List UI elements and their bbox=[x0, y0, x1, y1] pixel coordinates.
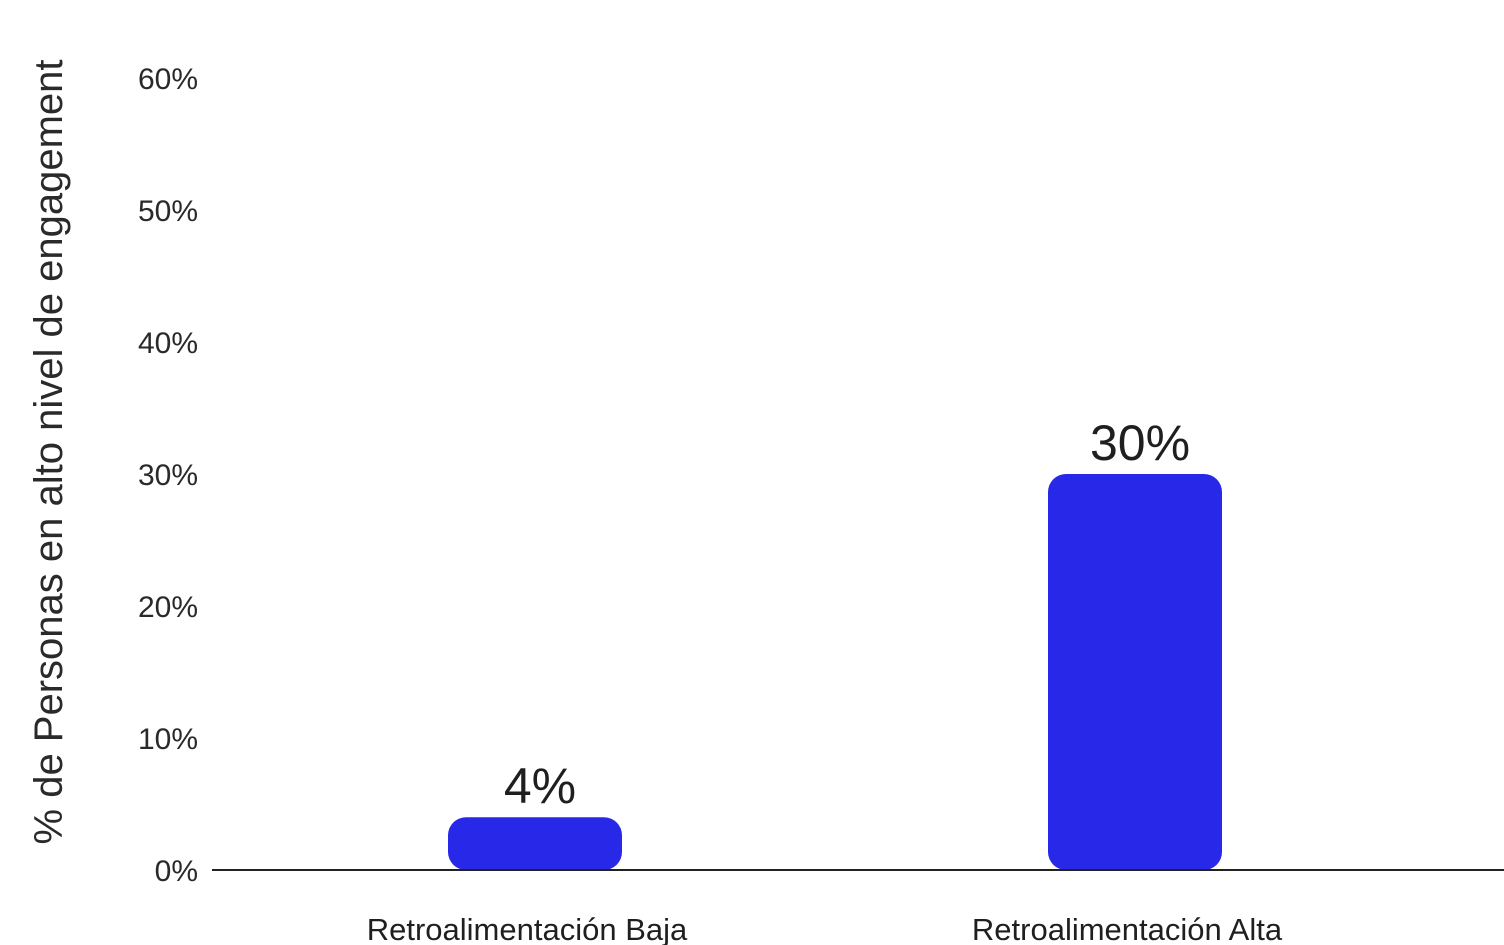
y-tick-label: 0% bbox=[155, 855, 198, 888]
y-tick-label: 20% bbox=[138, 591, 198, 624]
y-axis-title: % de Personas en alto nivel de engagemen… bbox=[27, 60, 71, 845]
bars bbox=[448, 474, 1222, 870]
y-tick-label: 10% bbox=[138, 723, 198, 756]
x-category-label: Retroalimentación Baja bbox=[367, 912, 688, 945]
y-tick-label: 40% bbox=[138, 327, 198, 360]
bar-value-label: 4% bbox=[504, 758, 576, 814]
y-tick-label: 30% bbox=[138, 459, 198, 492]
y-tick-label: 60% bbox=[138, 63, 198, 96]
bar-value-labels: 4% 30% bbox=[504, 415, 1190, 814]
bar bbox=[1048, 474, 1222, 870]
x-axis-category-labels: Retroalimentación Baja Retroalimentación … bbox=[367, 912, 1283, 945]
bar bbox=[448, 817, 622, 870]
y-axis-ticks: 0% 10% 20% 30% 40% 50% 60% bbox=[138, 63, 198, 888]
x-category-label: Retroalimentación Alta bbox=[972, 912, 1283, 945]
y-tick-label: 50% bbox=[138, 195, 198, 228]
bar-value-label: 30% bbox=[1090, 415, 1190, 471]
